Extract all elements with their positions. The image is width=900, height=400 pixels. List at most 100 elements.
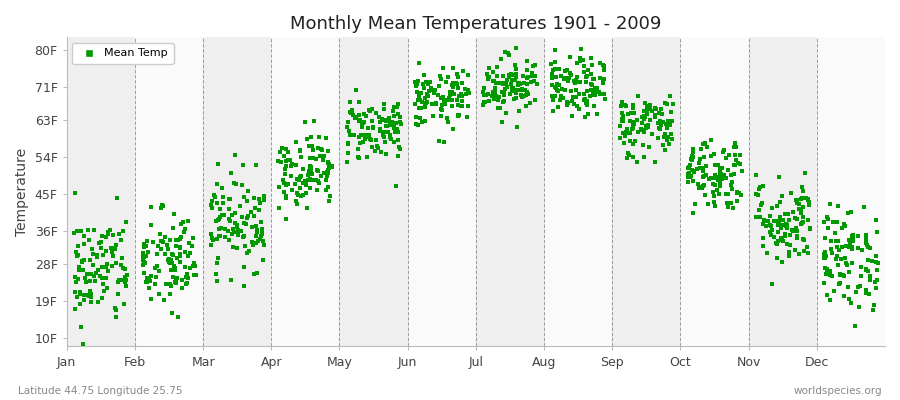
- Point: [437, 101, 452, 108]
- Point: [508, 70, 523, 77]
- Point: [434, 112, 448, 119]
- Point: [224, 212, 238, 218]
- Point: [236, 162, 250, 168]
- Point: [381, 129, 395, 135]
- Point: [379, 118, 393, 124]
- Point: [426, 113, 440, 119]
- Point: [782, 232, 796, 239]
- Point: [524, 78, 538, 85]
- Point: [458, 91, 473, 97]
- Point: [278, 166, 293, 172]
- Point: [80, 270, 94, 277]
- Point: [637, 154, 652, 160]
- Point: [349, 87, 364, 94]
- Point: [775, 222, 789, 228]
- Point: [579, 100, 593, 106]
- Point: [839, 243, 853, 249]
- Point: [387, 113, 401, 120]
- Point: [818, 235, 832, 241]
- Point: [616, 118, 630, 124]
- Point: [306, 155, 320, 161]
- Point: [387, 123, 401, 129]
- Point: [755, 200, 770, 206]
- Point: [305, 171, 320, 178]
- Point: [586, 88, 600, 94]
- Point: [696, 140, 710, 147]
- Point: [800, 250, 814, 256]
- Point: [418, 72, 432, 78]
- Point: [868, 285, 883, 292]
- Point: [73, 288, 87, 295]
- Point: [713, 170, 727, 176]
- Point: [101, 231, 115, 237]
- Point: [175, 277, 189, 284]
- Point: [500, 84, 515, 90]
- Point: [446, 65, 461, 71]
- Point: [487, 96, 501, 102]
- Point: [116, 265, 130, 272]
- Point: [845, 232, 859, 239]
- Point: [290, 190, 304, 196]
- Point: [322, 192, 337, 199]
- Point: [173, 236, 187, 242]
- Point: [160, 256, 175, 263]
- Point: [68, 306, 83, 312]
- Point: [634, 120, 649, 126]
- Point: [616, 98, 630, 105]
- Point: [213, 232, 228, 239]
- Point: [801, 216, 815, 223]
- Point: [364, 137, 378, 144]
- Point: [824, 272, 838, 278]
- Point: [693, 155, 707, 162]
- Point: [626, 105, 641, 111]
- Point: [136, 256, 150, 263]
- Point: [79, 279, 94, 286]
- Point: [322, 161, 337, 167]
- Point: [830, 219, 844, 225]
- Point: [729, 157, 743, 163]
- Point: [103, 227, 117, 234]
- Point: [314, 173, 328, 180]
- Point: [274, 159, 288, 165]
- Point: [372, 114, 386, 120]
- Point: [393, 146, 408, 152]
- Legend: Mean Temp: Mean Temp: [72, 43, 174, 64]
- Point: [790, 216, 805, 222]
- Point: [577, 62, 591, 69]
- Point: [231, 229, 246, 236]
- Point: [311, 168, 326, 174]
- Point: [382, 118, 397, 124]
- Point: [410, 81, 424, 87]
- Point: [691, 185, 706, 192]
- Point: [221, 236, 236, 243]
- Point: [414, 105, 428, 112]
- Point: [411, 92, 426, 99]
- Point: [310, 167, 324, 174]
- Point: [343, 132, 357, 138]
- Point: [170, 314, 184, 320]
- Point: [411, 105, 426, 112]
- Point: [585, 92, 599, 98]
- Point: [849, 289, 863, 295]
- Point: [579, 74, 593, 80]
- Point: [385, 120, 400, 127]
- Point: [567, 101, 581, 108]
- Point: [228, 210, 242, 216]
- Point: [165, 251, 179, 257]
- Point: [428, 101, 443, 108]
- Point: [408, 101, 422, 108]
- Point: [544, 82, 559, 88]
- Point: [548, 66, 562, 72]
- Point: [154, 205, 168, 211]
- Point: [137, 270, 151, 276]
- Point: [788, 247, 802, 253]
- Point: [73, 291, 87, 297]
- Point: [412, 90, 427, 97]
- Point: [592, 89, 607, 95]
- Point: [229, 219, 243, 226]
- Point: [618, 102, 633, 108]
- Point: [356, 110, 371, 117]
- Point: [714, 176, 728, 183]
- Point: [681, 165, 696, 172]
- Point: [661, 118, 675, 125]
